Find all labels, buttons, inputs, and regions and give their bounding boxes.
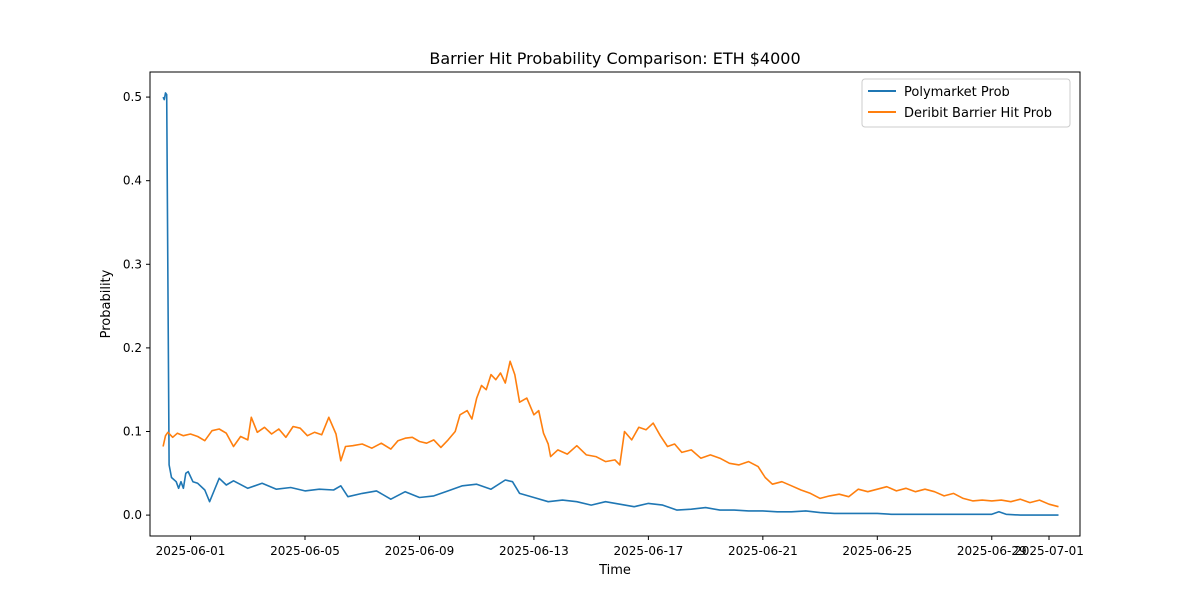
x-tick-label: 2025-06-25 [842,544,912,558]
series-line-2 [162,360,1059,508]
x-tick-label: 2025-06-09 [385,544,455,558]
x-axis: 2025-06-01 2025-06-05 2025-06-09 2025-06-13… [156,536,1084,558]
x-tick-label: 2025-06-05 [270,544,340,558]
y-axis: 0.0 0.1 0.2 0.3 0.4 0.5 [123,90,150,522]
x-tick-label: 2025-06-01 [156,544,226,558]
x-tick-label: 2025-06-21 [728,544,798,558]
y-tick-label: 0.2 [123,341,142,355]
legend-box [861,78,1071,128]
y-tick-label: 0.5 [123,90,142,104]
plot-lines [162,92,1059,516]
legend: Polymarket Prob Deribit Barrier Hit Prob [861,78,1071,128]
x-tick-label: 2025-07-01 [1014,544,1084,558]
y-tick-label: 0.0 [123,508,142,522]
x-tick-label: 2025-06-13 [499,544,569,558]
legend-label: Deribit Barrier Hit Prob [904,106,1052,121]
y-tick-label: 0.3 [123,257,142,271]
y-tick-label: 0.1 [123,424,142,438]
y-axis-label: Probability [99,269,114,338]
x-tick-label: 2025-06-29 [957,544,1027,558]
x-axis-label: Time [598,563,631,578]
plot-frame [149,71,1081,537]
chart-title: Barrier Hit Probability Comparison: ETH … [429,49,800,68]
y-tick-label: 0.4 [123,174,142,188]
x-tick-label: 2025-06-17 [614,544,684,558]
legend-label: Polymarket Prob [904,85,1010,100]
series-line-1 [162,92,1059,516]
